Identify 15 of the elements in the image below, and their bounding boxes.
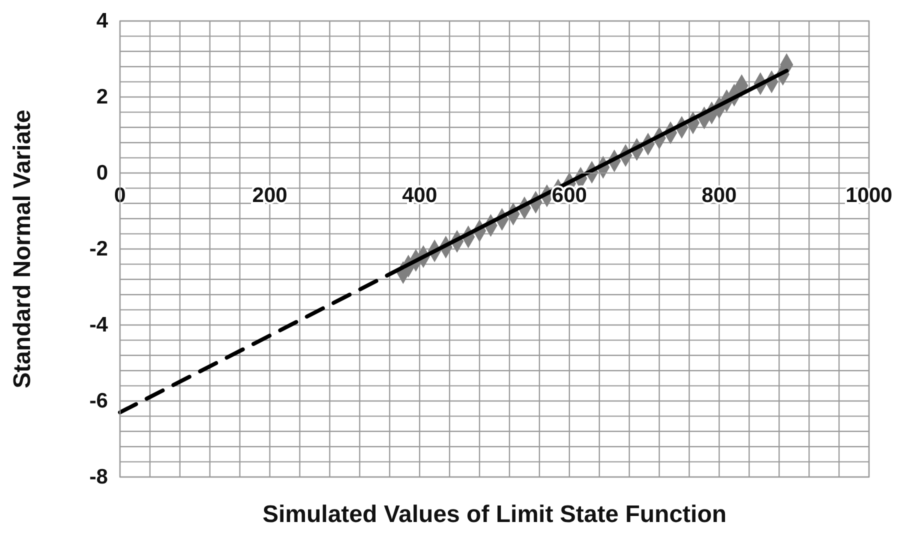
x-tick-label: 600 <box>552 184 587 207</box>
y-tick-label: 0 <box>96 162 108 185</box>
x-axis-title: Simulated Values of Limit State Function <box>262 501 727 528</box>
y-tick-label: -6 <box>89 390 108 413</box>
x-tick-label: 800 <box>702 184 737 207</box>
y-tick-label: -4 <box>89 314 108 337</box>
y-tick-label: 4 <box>96 10 108 33</box>
x-tick-label: 0 <box>114 184 126 207</box>
x-tick-label: 1000 <box>846 184 892 207</box>
y-axis-title: Standard Normal Variate <box>9 110 36 388</box>
y-tick-label: -2 <box>89 238 108 261</box>
y-tick-label: -8 <box>89 466 108 489</box>
y-tick-label: 2 <box>96 86 108 109</box>
x-tick-label: 200 <box>252 184 288 207</box>
x-tick-label: 400 <box>402 184 438 207</box>
